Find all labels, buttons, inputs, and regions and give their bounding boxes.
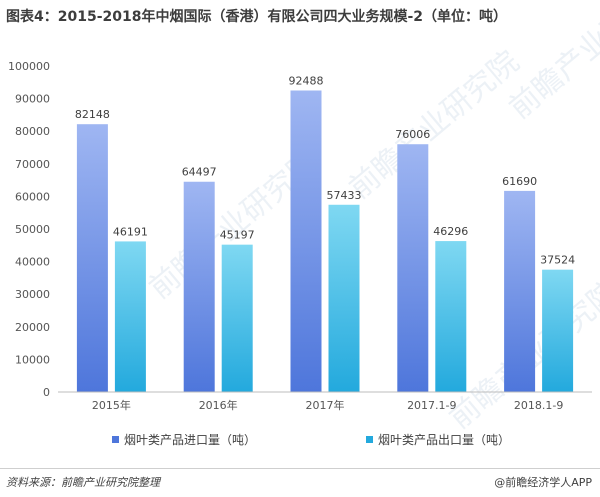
data-label: 61690: [502, 175, 537, 188]
chart-title: 图表4：2015-2018年中烟国际（香港）有限公司四大业务规模-2（单位：吨）: [6, 9, 508, 25]
data-label: 37524: [540, 254, 575, 267]
export-bar: [328, 204, 360, 392]
x-tick-label: 2017.1-9: [407, 399, 456, 412]
brand-label: @前瞻经济学人APP: [494, 476, 592, 489]
source-note: 资料来源：前瞻产业研究院整理: [6, 476, 160, 489]
x-tick-label: 2018.1-9: [514, 399, 563, 412]
y-tick-label: 50000: [15, 223, 50, 236]
import-bar: [397, 144, 429, 392]
watermark-text: 前瞻产业研究院: [343, 44, 526, 206]
export-bar: [542, 269, 574, 392]
export-bar: [221, 244, 253, 392]
import-bar: [504, 190, 536, 392]
y-tick-label: 60000: [15, 190, 50, 203]
legend-swatch: [366, 436, 373, 443]
data-label: 45197: [220, 229, 255, 242]
import-bar: [183, 181, 215, 392]
y-tick-label: 100000: [8, 60, 50, 73]
footer-divider: [0, 468, 600, 469]
legend-swatch: [112, 436, 119, 443]
export-bar: [114, 241, 146, 392]
data-label: 46191: [113, 225, 148, 238]
x-tick-label: 2015年: [92, 398, 131, 412]
y-tick-label: 0: [43, 386, 50, 399]
x-tick-label: 2017年: [306, 398, 345, 412]
y-tick-label: 30000: [15, 288, 50, 301]
y-tick-label: 10000: [15, 353, 50, 366]
data-label: 82148: [75, 108, 110, 121]
data-label: 57433: [327, 189, 362, 202]
import-bar: [290, 90, 322, 392]
export-bar: [435, 241, 467, 392]
y-tick-label: 90000: [15, 93, 50, 106]
x-tick-label: 2016年: [199, 398, 238, 412]
legend-item-import: 烟叶类产品进口量（吨）: [124, 433, 256, 447]
y-tick-label: 40000: [15, 256, 50, 269]
data-label: 76006: [395, 128, 430, 141]
y-tick-label: 20000: [15, 321, 50, 334]
data-label: 46296: [433, 225, 468, 238]
y-tick-label: 80000: [15, 125, 50, 138]
data-label: 64497: [182, 166, 217, 179]
data-label: 92488: [289, 74, 324, 87]
y-tick-label: 70000: [15, 158, 50, 171]
import-bar: [76, 124, 108, 393]
legend-item-export: 烟叶类产品出口量（吨）: [378, 433, 510, 447]
